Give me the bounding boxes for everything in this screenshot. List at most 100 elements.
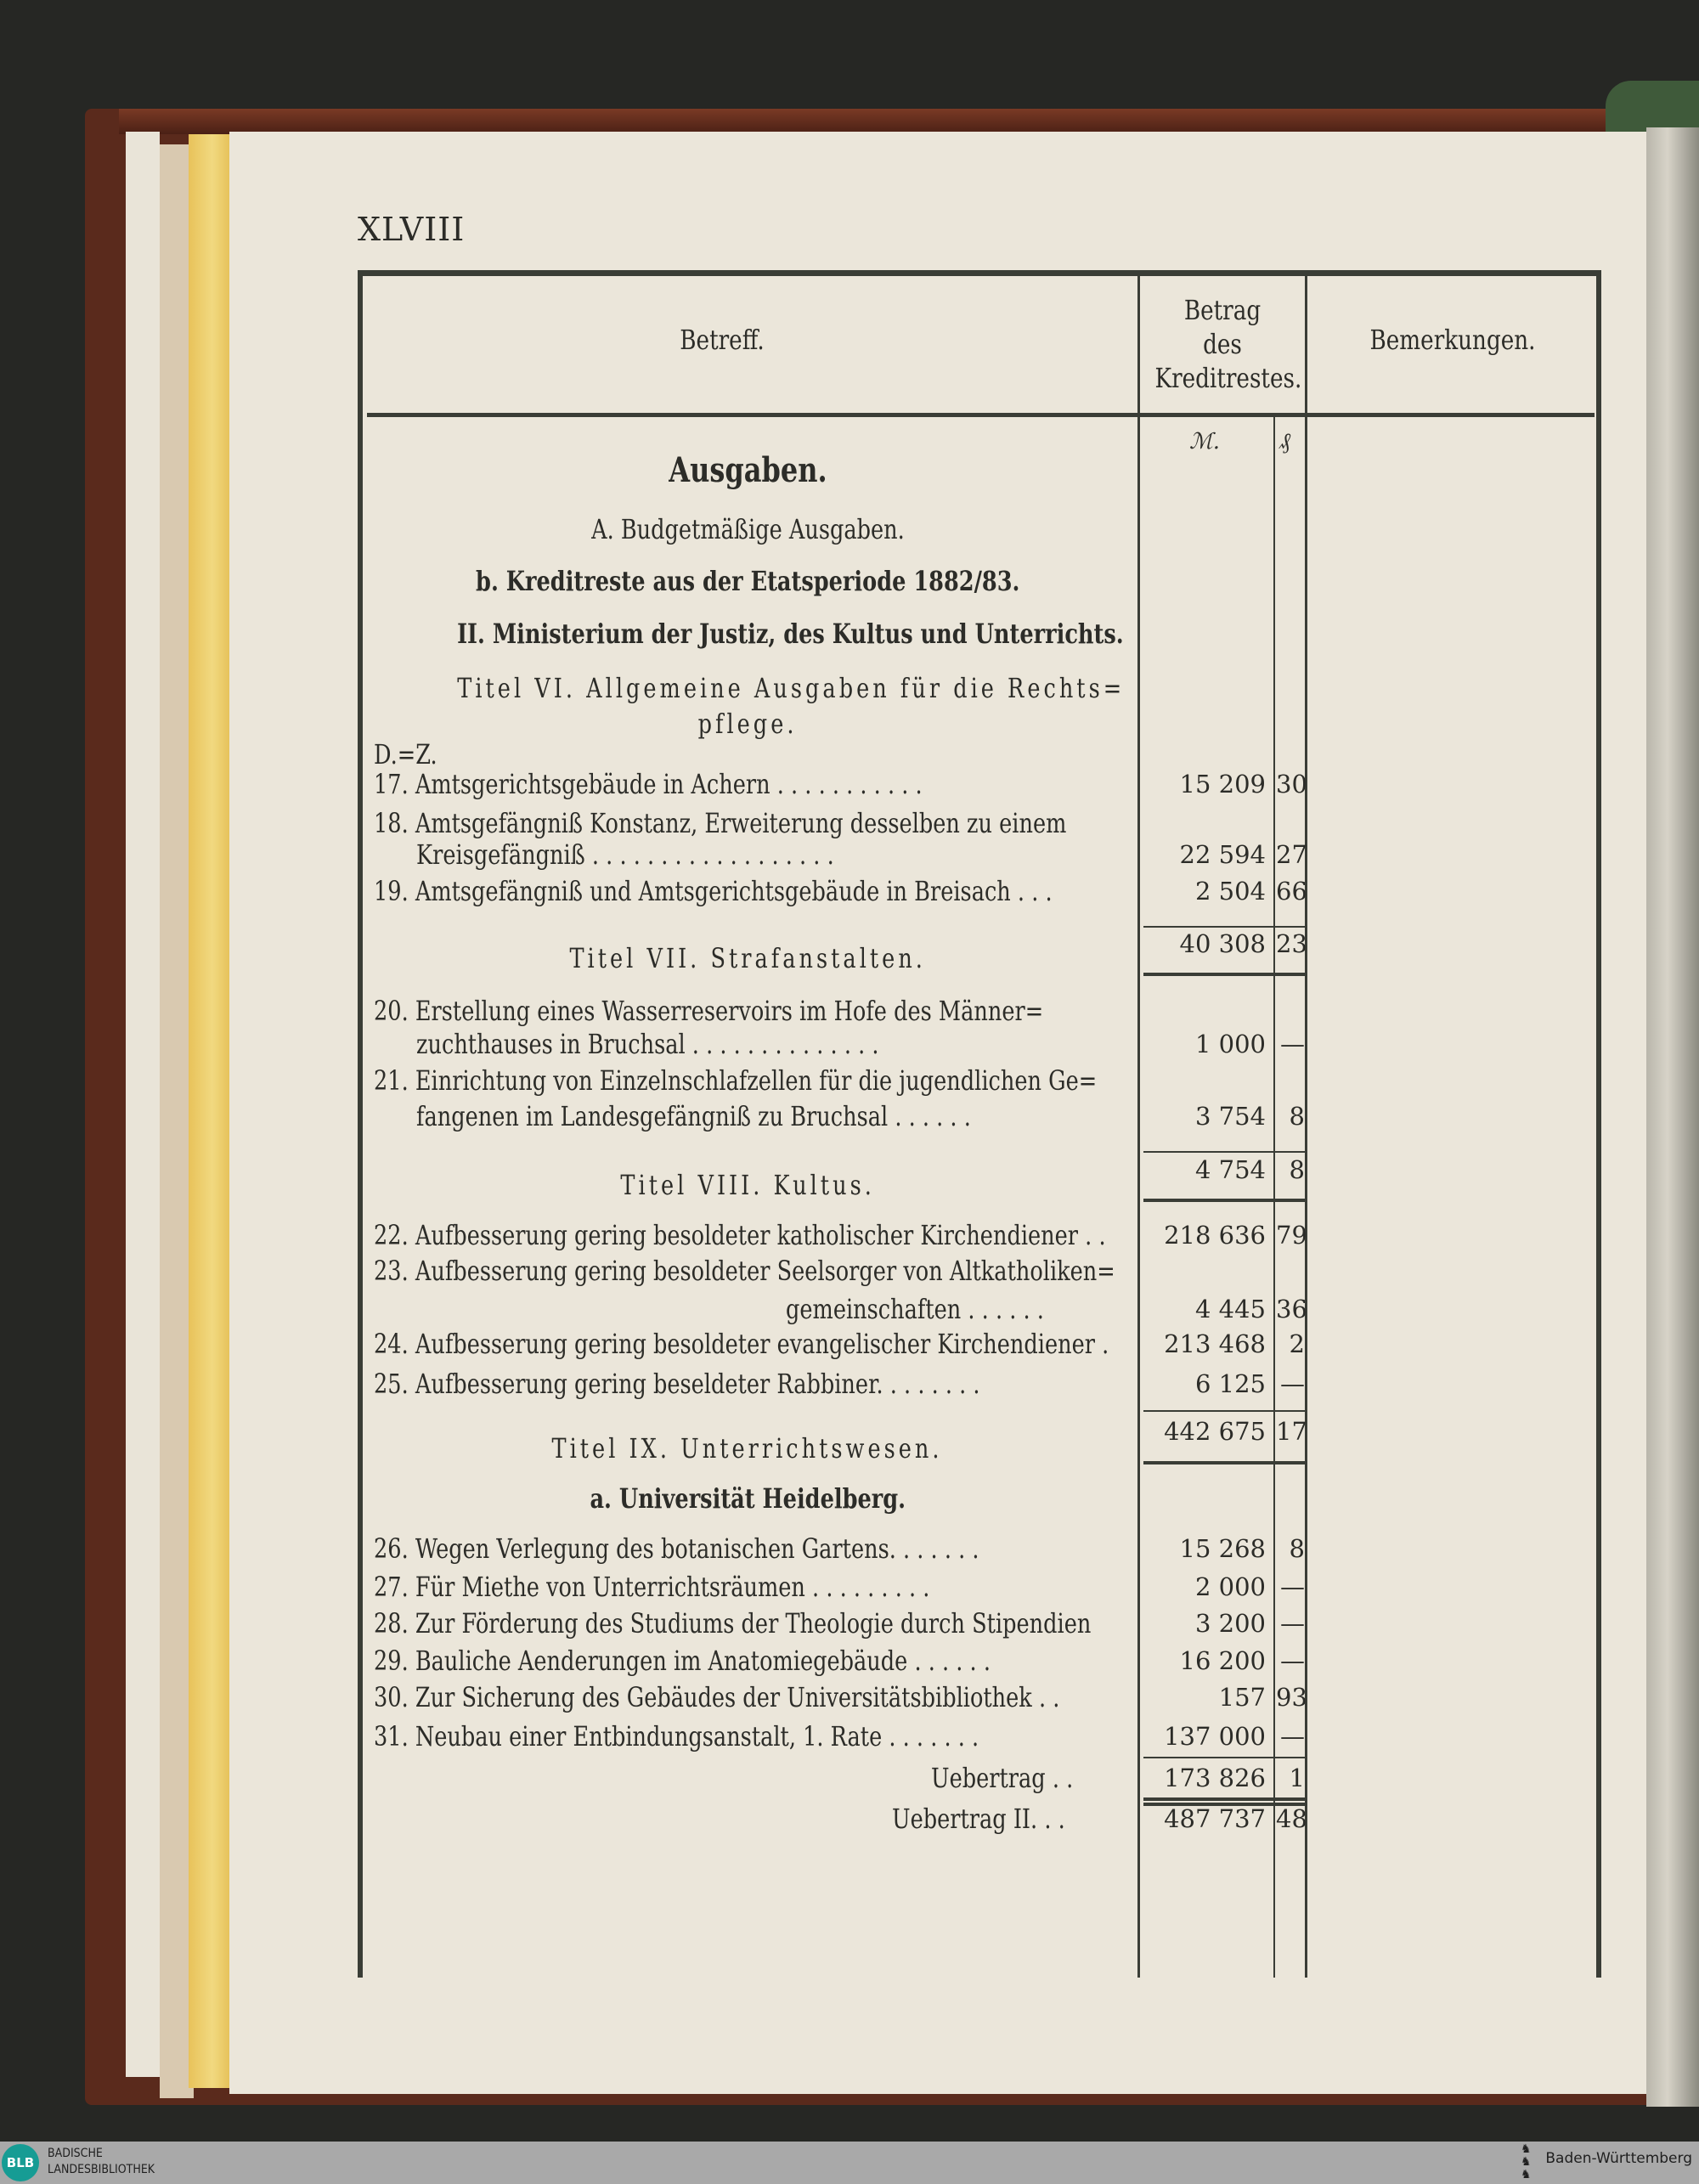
sum-rule xyxy=(1143,1803,1305,1806)
amount-pfennig: 36 xyxy=(1276,1295,1307,1323)
page-number: XLVIII xyxy=(358,211,466,248)
state-name[interactable]: Baden-Württemberg xyxy=(1545,2150,1692,2167)
amount-mark: 137 000 xyxy=(1164,1722,1266,1751)
section-heading: 20. Erstellung eines Wasserreservoirs im… xyxy=(374,995,1121,1027)
amount-mark: 487 737 xyxy=(1164,1804,1266,1833)
table-row: Uebertrag II. . . xyxy=(374,1803,1109,1835)
amount-mark: 6 125 xyxy=(1194,1369,1266,1398)
amount-pfennig: 30 xyxy=(1276,770,1307,799)
amount-pfennig: — xyxy=(1280,1609,1305,1638)
amount-mark: 173 826 xyxy=(1164,1764,1266,1792)
row-text: fangenen im Landesgefängniß zu Bruchsal … xyxy=(416,1100,971,1132)
library-name-line1: BADISCHE xyxy=(48,2147,103,2160)
row-text: 28. Zur Förderung des Studiums der Theol… xyxy=(374,1607,1092,1639)
amount-pfennig: 27 xyxy=(1276,840,1307,869)
row-text: Titel VII. Strafanstalten. xyxy=(569,942,926,974)
endpaper-edge xyxy=(126,132,160,2077)
amount-pfennig: — xyxy=(1280,1572,1305,1601)
table-row: 17. Amtsgerichtsgebäude in Achern . . . … xyxy=(374,768,1121,800)
row-text: 27. Für Miethe von Unterrichtsräumen . .… xyxy=(374,1571,930,1603)
section-heading: 18. Amtsgefängniß Konstanz, Erweiterung … xyxy=(374,807,1121,839)
table-row: 24. Aufbesserung gering besoldeter evang… xyxy=(374,1328,1121,1360)
amount-pfennig: — xyxy=(1280,1369,1305,1398)
table-row: 27. Für Miethe von Unterrichtsräumen . .… xyxy=(374,1571,1121,1603)
header-betreff: Betreff. xyxy=(680,324,765,356)
row-text: Titel VI. Allgemeine Ausgaben für die Re… xyxy=(457,672,1126,704)
row-text: 22. Aufbesserung gering besoldeter katho… xyxy=(374,1219,1106,1251)
table-row: 29. Bauliche Aenderungen im Anatomiegebä… xyxy=(374,1645,1121,1677)
row-text: II. Ministerium der Justiz, des Kultus u… xyxy=(457,618,1124,650)
sum-rule xyxy=(1143,1461,1305,1464)
table-row: 31. Neubau einer Entbindungsanstalt, 1. … xyxy=(374,1720,1121,1752)
amount-pfennig: 8 xyxy=(1289,1102,1305,1131)
row-text: a. Universität Heidelberg. xyxy=(590,1482,906,1515)
footer-bar xyxy=(0,2142,1699,2184)
header-betrag-line1: Betrag xyxy=(1183,294,1262,326)
header-divider xyxy=(367,413,1595,417)
amount-mark: 2 000 xyxy=(1194,1572,1266,1601)
sum-rule xyxy=(1143,926,1305,928)
amount-pfennig: 17 xyxy=(1276,1417,1307,1446)
amount-pfennig: 1 xyxy=(1289,1764,1305,1792)
amount-mark: 1 000 xyxy=(1194,1030,1266,1058)
header-betrag-line3: Kreditrestes. xyxy=(1154,362,1302,394)
table-row: zuchthauses in Bruchsal . . . . . . . . … xyxy=(374,1028,1164,1060)
row-text: 31. Neubau einer Entbindungsanstalt, 1. … xyxy=(374,1720,979,1752)
amount-pfennig: 79 xyxy=(1276,1221,1307,1250)
library-name-line2: LANDESBIBLIOTHEK xyxy=(48,2163,155,2176)
section-heading: a. Universität Heidelberg. xyxy=(374,1482,1121,1515)
sum-rule xyxy=(1143,973,1305,976)
row-text: 30. Zur Sicherung des Gebäudes der Unive… xyxy=(374,1681,1060,1713)
section-heading: Titel VIII. Kultus. xyxy=(374,1169,1121,1201)
row-text: Titel VIII. Kultus. xyxy=(620,1169,875,1201)
row-text: 29. Bauliche Aenderungen im Anatomiegebä… xyxy=(374,1645,991,1677)
amount-pfennig: 23 xyxy=(1276,929,1307,958)
state-lion-icon: ♞ ♞ ♞ xyxy=(1521,2142,1532,2181)
row-text: 26. Wegen Verlegung des botanischen Gart… xyxy=(374,1532,979,1565)
book-cover-top-edge xyxy=(119,109,1648,134)
row-text: 21. Einrichtung von Einzelnschlafzellen … xyxy=(374,1064,1098,1097)
amount-pfennig: 2 xyxy=(1289,1329,1305,1358)
amount-mark: 218 636 xyxy=(1164,1221,1266,1250)
row-text: gemeinschaften . . . . . . xyxy=(786,1293,1045,1325)
section-heading: Titel IX. Unterrichtswesen. xyxy=(374,1432,1121,1464)
facing-page-edge xyxy=(1646,127,1699,2107)
library-name: BADISCHE LANDESBIBLIOTHEK xyxy=(48,2146,155,2178)
amount-mark: 213 468 xyxy=(1164,1329,1266,1358)
table-row: gemeinschaften . . . . . . xyxy=(374,1293,1109,1325)
amount-pfennig: — xyxy=(1280,1722,1305,1751)
section-heading: D.=Z. xyxy=(374,738,1121,770)
row-text: Uebertrag . . xyxy=(930,1762,1074,1794)
row-text: 18. Amtsgefängniß Konstanz, Erweiterung … xyxy=(374,807,1067,839)
blb-logo[interactable]: BLB xyxy=(2,2144,39,2181)
amount-mark: 3 754 xyxy=(1194,1102,1266,1131)
facing-book-spine xyxy=(1606,81,1699,132)
unit-pfennig: ₰ xyxy=(1279,429,1290,454)
row-text: Uebertrag II. . . xyxy=(892,1803,1066,1835)
amount-pfennig: — xyxy=(1280,1030,1305,1058)
row-text: 25. Aufbesserung gering beseldeter Rabbi… xyxy=(374,1368,980,1400)
row-text: A. Budgetmäßige Ausgaben. xyxy=(590,513,905,545)
table-row: 25. Aufbesserung gering beseldeter Rabbi… xyxy=(374,1368,1121,1400)
section-heading: Titel VI. Allgemeine Ausgaben für die Re… xyxy=(374,672,1121,704)
amount-pfennig: 48 xyxy=(1276,1804,1307,1833)
column-divider-pfennig xyxy=(1273,415,1275,1978)
table-row: 19. Amtsgefängniß und Amtsgerichtsgebäud… xyxy=(374,875,1121,907)
amount-mark: 40 308 xyxy=(1179,929,1266,958)
section-heading: Ausgaben. xyxy=(374,454,1121,488)
table-row: 30. Zur Sicherung des Gebäudes der Unive… xyxy=(374,1681,1121,1713)
row-text: b. Kreditreste aus der Etatsperiode 1882… xyxy=(475,565,1020,597)
amount-pfennig: 8 xyxy=(1289,1155,1305,1184)
header-betrag-line2: des xyxy=(1203,328,1242,360)
amount-mark: 442 675 xyxy=(1164,1417,1266,1446)
table-row: Uebertrag . . xyxy=(374,1762,1109,1794)
amount-mark: 15 209 xyxy=(1179,770,1266,799)
unit-mark: ℳ. xyxy=(1189,429,1221,454)
section-heading: II. Ministerium der Justiz, des Kultus u… xyxy=(374,618,1124,650)
amount-mark: 157 xyxy=(1218,1683,1266,1712)
amount-pfennig: 93 xyxy=(1276,1683,1307,1712)
table-row: 22. Aufbesserung gering besoldeter katho… xyxy=(374,1219,1121,1251)
amount-mark: 4 754 xyxy=(1194,1155,1266,1184)
amount-pfennig: — xyxy=(1280,1646,1305,1675)
row-text: D.=Z. xyxy=(374,738,437,770)
